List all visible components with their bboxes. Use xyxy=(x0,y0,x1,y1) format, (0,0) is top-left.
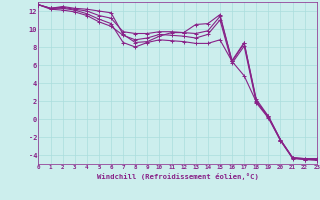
X-axis label: Windchill (Refroidissement éolien,°C): Windchill (Refroidissement éolien,°C) xyxy=(97,173,259,180)
